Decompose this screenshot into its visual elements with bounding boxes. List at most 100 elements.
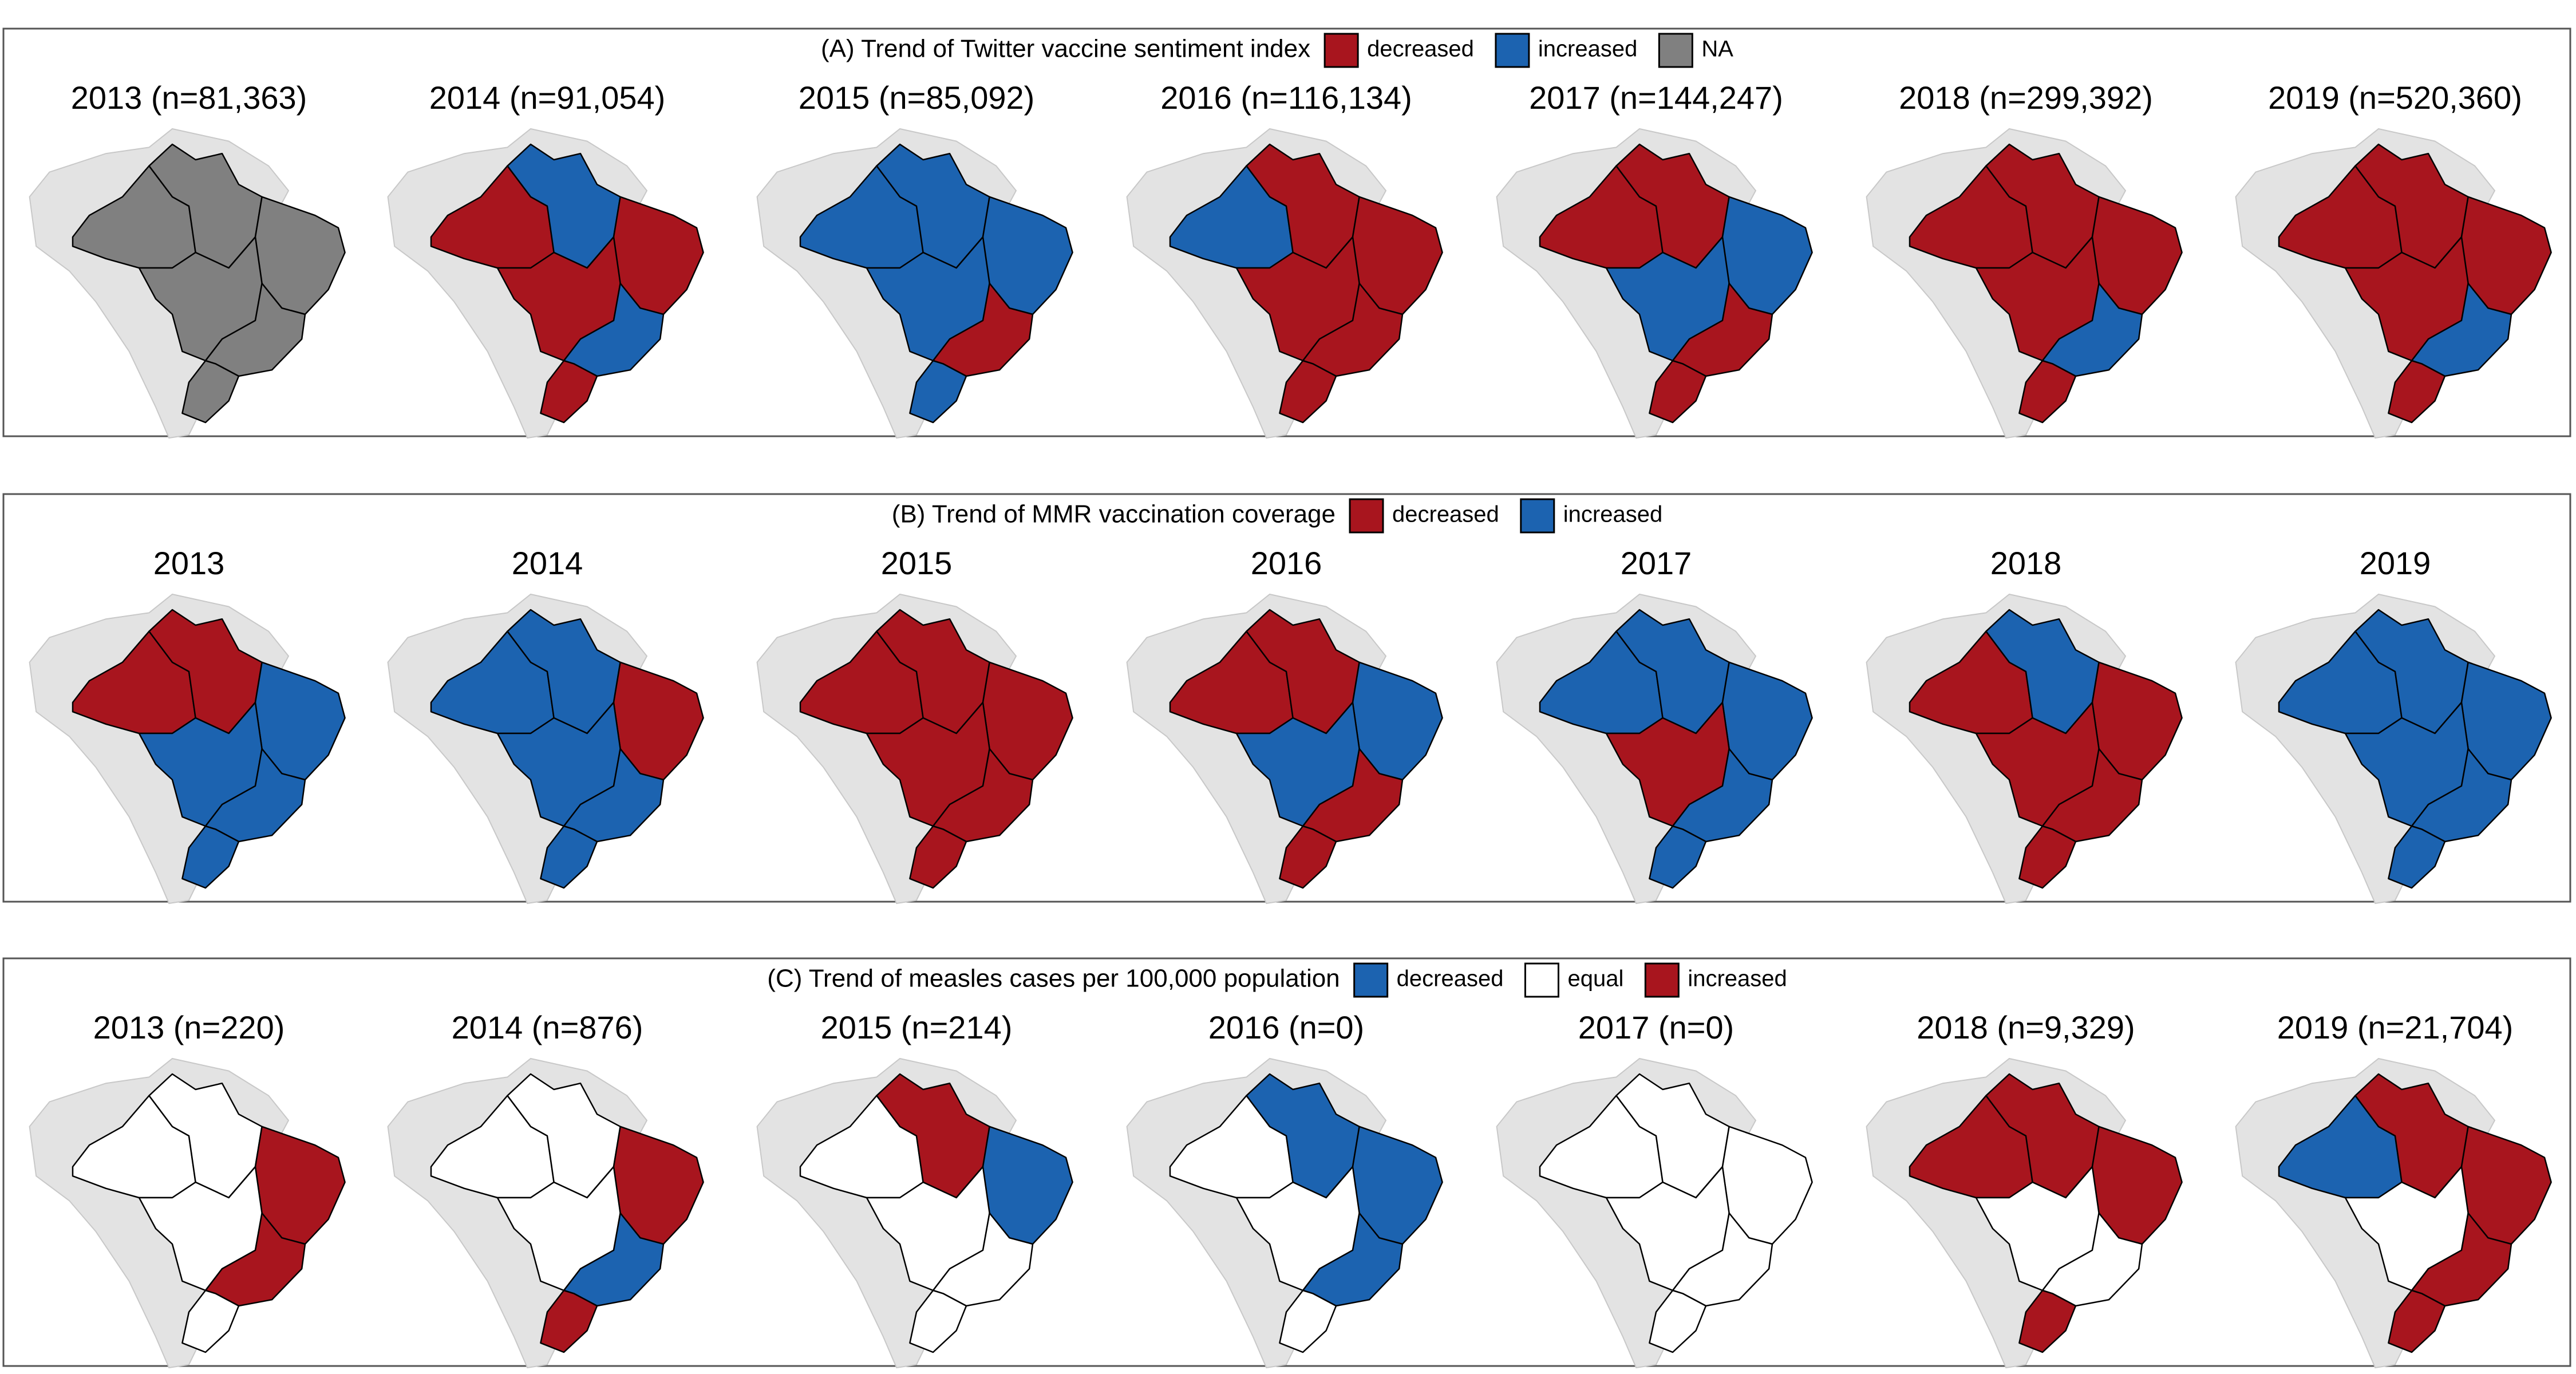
legend-swatch (1520, 498, 1555, 534)
map-label: 2014 (n=91,054) (429, 80, 666, 116)
region (909, 825, 967, 889)
region (2018, 825, 2077, 889)
region (563, 748, 665, 843)
panel-header: (B) Trend of MMR vaccination coverage dec… (892, 498, 1662, 534)
legend-swatch (1524, 962, 1559, 998)
map-label: 2014 (512, 545, 583, 581)
legend-label: increased (1538, 37, 1637, 62)
map: 2016 (n=116,134) (1126, 80, 1443, 439)
panel: (B) Trend of MMR vaccination coverage dec… (2, 493, 2571, 905)
map: 2018 (1866, 545, 2183, 905)
legend-swatch (1349, 498, 1384, 534)
panel-frame (2, 493, 2571, 903)
map-label: 2019 (n=21,704) (2277, 1009, 2514, 1045)
region (1279, 1289, 1337, 1353)
legend-label: increased (1563, 502, 1662, 527)
region (1649, 1289, 1707, 1353)
map: 2019 (n=520,360) (2235, 80, 2552, 439)
map-label: 2016 (1251, 545, 1322, 581)
region (204, 282, 306, 377)
region (909, 1289, 967, 1353)
map: 2017 (n=0) (1496, 1009, 1813, 1369)
legend-swatch (1495, 33, 1530, 68)
map: 2015 (756, 545, 1073, 905)
region (181, 1289, 240, 1353)
region (932, 282, 1034, 377)
region (932, 748, 1034, 843)
region (2041, 748, 2143, 843)
region (181, 825, 240, 889)
legend-swatch (1658, 33, 1693, 68)
region (1302, 748, 1404, 843)
legend-swatch (1644, 962, 1680, 998)
legend-label: NA (1701, 37, 1733, 62)
legend-label: increased (1688, 966, 1787, 992)
map-label: 2018 (n=299,392) (1899, 80, 2153, 116)
region (2388, 1289, 2446, 1353)
map: 2017 (1496, 545, 1813, 905)
map: 2016 (n=0) (1126, 1009, 1443, 1369)
map: 2014 (387, 545, 704, 905)
panel-title: (A) Trend of Twitter vaccine sentiment i… (821, 35, 1310, 63)
map-label: 2018 (1990, 545, 2062, 581)
map-label: 2013 (n=81,363) (71, 80, 307, 116)
region (2018, 360, 2077, 424)
map-label: 2017 (n=0) (1578, 1009, 1734, 1045)
region (1672, 282, 1773, 377)
region (181, 360, 240, 424)
map-label: 2013 (153, 545, 225, 581)
map-label: 2019 (2360, 545, 2431, 581)
panel-title: (C) Trend of measles cases per 100,000 p… (767, 965, 1340, 993)
map-label: 2017 (1621, 545, 1692, 581)
map-label: 2015 (881, 545, 953, 581)
legend-label: decreased (1392, 502, 1499, 527)
map-label: 2018 (n=9,329) (1917, 1009, 2135, 1045)
region (563, 1212, 665, 1307)
map-label: 2015 (n=214) (821, 1009, 1013, 1045)
legend-label: decreased (1367, 37, 1474, 62)
map: 2014 (n=876) (387, 1009, 704, 1369)
panel-header: (A) Trend of Twitter vaccine sentiment i… (821, 33, 1733, 68)
region (1279, 360, 1337, 424)
region (563, 282, 665, 377)
map: 2019 (2235, 545, 2552, 905)
map: 2017 (n=144,247) (1496, 80, 1813, 439)
map-label: 2016 (n=0) (1208, 1009, 1364, 1045)
region (2041, 282, 2143, 377)
region (1672, 748, 1773, 843)
region (204, 748, 306, 843)
panel-frame (2, 27, 2571, 437)
map: 2015 (n=214) (756, 1009, 1073, 1369)
region (2411, 282, 2512, 377)
region (2388, 360, 2446, 424)
map: 2018 (n=299,392) (1866, 80, 2183, 439)
legend-swatch (1353, 962, 1389, 998)
panel-header: (C) Trend of measles cases per 100,000 p… (767, 962, 1787, 998)
region (540, 825, 598, 889)
region (1672, 1212, 1773, 1307)
region (1649, 825, 1707, 889)
map: 2015 (n=85,092) (756, 80, 1073, 439)
map: 2019 (n=21,704) (2235, 1009, 2552, 1369)
panel-frame (2, 957, 2571, 1367)
map: 2014 (n=91,054) (387, 80, 704, 439)
map-label: 2013 (n=220) (93, 1009, 285, 1045)
map-label: 2015 (n=85,092) (799, 80, 1035, 116)
map: 2016 (1126, 545, 1443, 905)
panel-title: (B) Trend of MMR vaccination coverage (892, 500, 1336, 528)
panel: (C) Trend of measles cases per 100,000 p… (2, 957, 2571, 1369)
map: 2013 (29, 545, 346, 905)
region (204, 1212, 306, 1307)
region (2411, 1212, 2512, 1307)
legend-label: equal (1567, 966, 1623, 992)
legend-swatch (1323, 33, 1359, 68)
region (2018, 1289, 2077, 1353)
map-label: 2017 (n=144,247) (1529, 80, 1783, 116)
map: 2018 (n=9,329) (1866, 1009, 2183, 1369)
region (1302, 1212, 1404, 1307)
map-label: 2019 (n=520,360) (2268, 80, 2522, 116)
region (2411, 748, 2512, 843)
region (1649, 360, 1707, 424)
map-label: 2016 (n=116,134) (1160, 80, 1412, 116)
map: 2013 (n=81,363) (29, 80, 346, 439)
